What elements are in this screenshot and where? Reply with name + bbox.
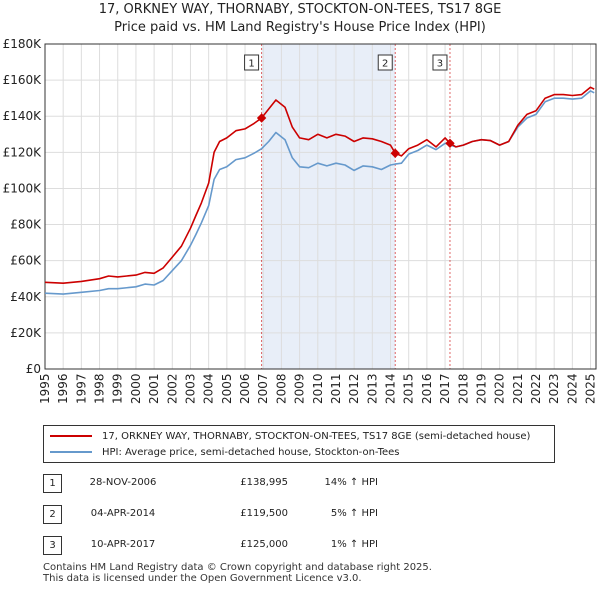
x-tick-label: 2012 [347,373,361,404]
footer-copyright: Contains HM Land Registry data © Crown c… [43,562,432,573]
sale-number-box [244,54,260,71]
property-price-line [44,86,595,285]
sale-markers: 1 2 3 [244,54,455,158]
chart-subtitle: Price paid vs. HM Land Registry's House … [114,20,486,35]
x-tick-label: 2021 [511,373,525,404]
transaction-number: 1 [43,474,62,493]
x-tick-label: 2025 [584,373,598,404]
x-tick-label: 1997 [74,373,88,404]
x-tick-label: 2013 [365,373,379,404]
x-tick-label: 2007 [256,373,270,404]
y-tick-label: £140K [3,109,43,123]
y-tick-label: £80K [10,218,42,232]
x-tick-label: 2022 [529,373,543,404]
legend-item-property: 17, ORKNEY WAY, THORNABY, STOCKTON-ON-TE… [50,428,530,444]
plot-frame [44,43,597,370]
ownership-period-shade [261,44,396,369]
footer: Contains HM Land Registry data © Crown c… [43,562,432,584]
chart-grid [44,43,596,370]
x-tick-label: 2024 [565,373,579,404]
x-tick-label: 2010 [311,373,325,404]
series-layer [44,86,595,295]
x-tick-label: 2004 [202,373,216,404]
table-row: 1 28-NOV-2006 £138,995 14% ↑ HPI [43,474,403,494]
y-tick-label: £20K [10,326,42,340]
sale-number-box [377,54,393,71]
x-tick-label: 2018 [456,373,470,404]
x-tick-label: 2014 [384,373,398,404]
transaction-number: 2 [43,505,62,524]
x-tick-label: 2000 [129,373,143,404]
transaction-price: £138,995 [240,477,288,488]
chart-legend: 17, ORKNEY WAY, THORNABY, STOCKTON-ON-TE… [43,425,555,463]
chart-title: 17, ORKNEY WAY, THORNABY, STOCKTON-ON-TE… [98,2,502,17]
y-tick-label: £160K [3,73,43,87]
property-line-swatch [50,435,92,437]
legend-item-hpi: HPI: Average price, semi-detached house,… [50,444,400,460]
x-tick-label: 2005 [220,373,234,404]
y-tick-label: £60K [10,254,42,268]
y-tick-label: £0 [26,362,41,376]
sale-number-box [432,54,448,71]
x-tick-label: 2009 [293,373,307,404]
x-tick-label: 2019 [474,373,488,404]
x-tick-label: 2008 [274,373,288,404]
table-row: 3 10-APR-2017 £125,000 1% ↑ HPI [43,536,403,556]
x-tick-label: 2006 [238,373,252,404]
sale-number-label: 1 [248,59,254,70]
x-tick-label: 2002 [165,373,179,404]
y-tick-label: £40K [10,290,42,304]
transaction-date: 04-APR-2014 [90,508,156,519]
hpi-line-swatch [50,451,92,453]
transaction-hpi-diff: 14% ↑ HPI [324,477,378,488]
sale-point [445,138,455,149]
x-tick-label: 2016 [420,373,434,404]
transaction-date: 10-APR-2017 [90,539,156,550]
y-tick-label: £180K [3,37,43,51]
legend-hpi-label: HPI: Average price, semi-detached house,… [102,446,400,458]
table-row: 2 04-APR-2014 £119,500 5% ↑ HPI [43,505,403,525]
x-tick-label: 2017 [438,373,452,404]
legend-property-label: 17, ORKNEY WAY, THORNABY, STOCKTON-ON-TE… [102,430,531,442]
x-tick-label: 2001 [147,373,161,404]
sale-number-label: 3 [437,59,443,70]
footer-licence: This data is licensed under the Open Gov… [43,573,362,584]
x-tick-label: 2023 [547,373,561,404]
x-tick-label: 1996 [56,373,70,404]
price-chart: £0 £20K £40K £60K £80K £100K £120K £140K £160K £1… [3,37,598,404]
sale-point [256,113,267,123]
transaction-price: £125,000 [240,539,288,550]
transaction-price: £119,500 [240,508,288,519]
y-tick-label: £100K [3,181,43,195]
transaction-number: 3 [43,536,62,555]
x-tick-label: 1999 [111,373,125,404]
x-tick-label: 1998 [93,373,107,404]
transaction-date: 28-NOV-2006 [89,477,157,488]
x-tick-label: 2015 [402,373,416,404]
x-tick-label: 2011 [329,373,343,404]
x-tick-label: 2020 [493,373,507,404]
x-tick-label: 1995 [38,373,52,404]
transaction-hpi-diff: 1% ↑ HPI [330,539,378,550]
x-tick-label: 2003 [183,373,197,404]
sale-number-label: 2 [382,59,388,70]
y-tick-label: £120K [3,145,43,159]
sale-point [390,148,400,158]
chart-axes: £0 £20K £40K £60K £80K £100K £120K £140K £160K £1… [3,37,598,404]
transaction-hpi-diff: 5% ↑ HPI [330,508,378,519]
